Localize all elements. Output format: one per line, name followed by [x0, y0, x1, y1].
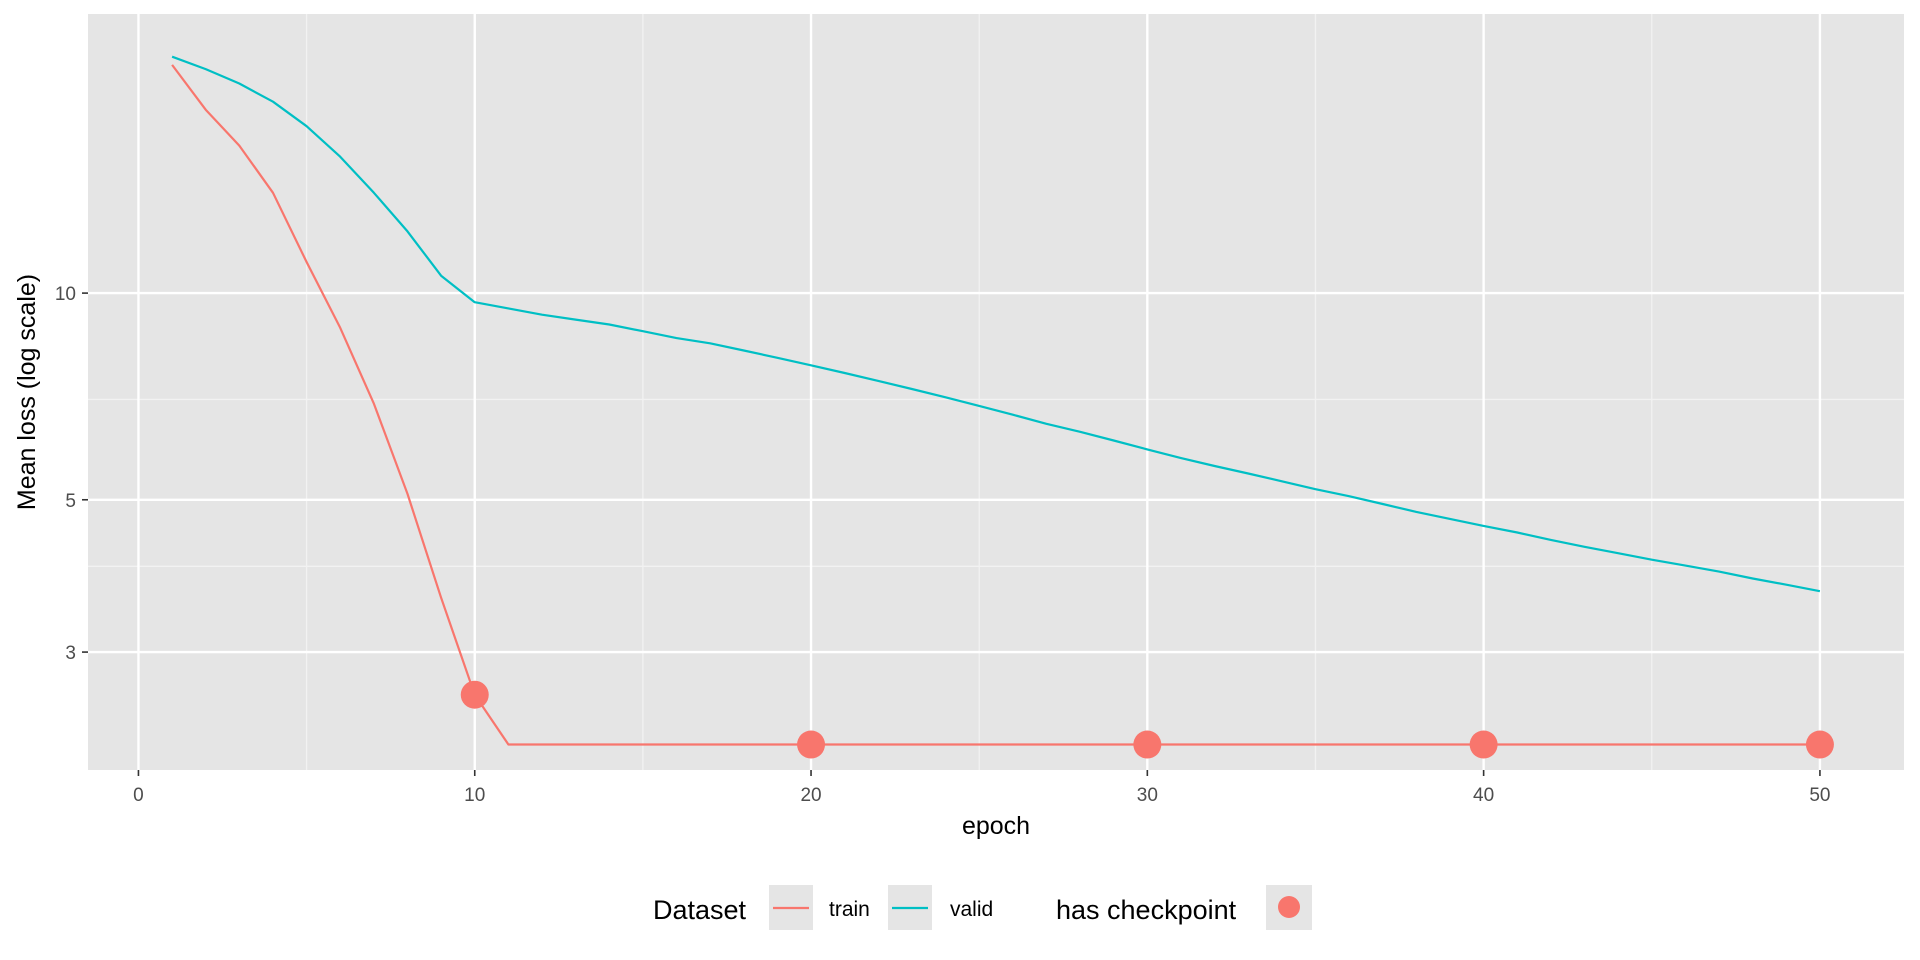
x-tick-label: 30 [1137, 785, 1158, 806]
y-tick-label: 5 [65, 491, 76, 512]
legend-checkpoint-title: has checkpoint [1056, 895, 1237, 925]
checkpoint-point [1469, 730, 1498, 759]
checkpoint-point [1133, 730, 1162, 759]
x-tick-label: 20 [800, 785, 821, 806]
x-tick-label: 50 [1809, 785, 1830, 806]
legend-train-label: train [829, 898, 870, 921]
x-tick-label: 40 [1473, 785, 1494, 806]
legend: Dataset train valid has checkpoint [653, 885, 1312, 930]
checkpoint-points [460, 680, 1834, 759]
plot-panel [88, 14, 1904, 770]
series-line-valid [171, 55, 1821, 593]
y-tick-label: 3 [65, 643, 76, 664]
legend-dataset-title: Dataset [653, 895, 747, 925]
minor-gridlines [88, 14, 1904, 770]
checkpoint-point [460, 680, 489, 709]
checkpoint-point [797, 730, 826, 759]
series-lines [171, 55, 1821, 746]
y-axis-ticks: 3 5 10 [55, 284, 88, 664]
y-axis-title: Mean loss (log scale) [13, 274, 41, 510]
x-tick-label: 10 [464, 785, 485, 806]
x-axis-ticks: 0 10 20 30 40 50 [133, 770, 1830, 806]
x-axis-title: epoch [962, 812, 1030, 840]
series-line-train [171, 64, 1820, 746]
legend-checkpoint-point [1278, 896, 1300, 918]
major-gridlines [88, 14, 1904, 770]
legend-valid-label: valid [950, 898, 993, 921]
x-tick-label: 0 [133, 785, 144, 806]
checkpoint-point [1805, 730, 1834, 759]
y-tick-label: 10 [55, 284, 76, 305]
